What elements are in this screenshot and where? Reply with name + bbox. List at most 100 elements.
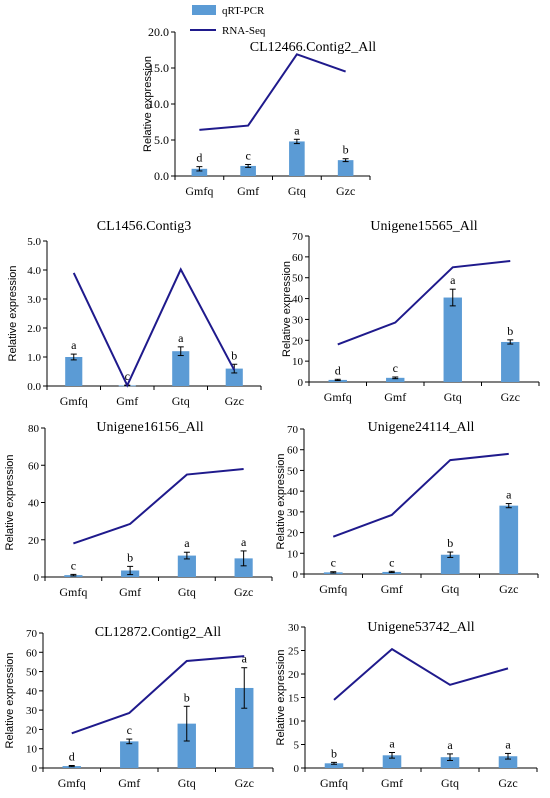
charts-container: CL12466.Contig2_All Relative expression 0.…: [4, 25, 540, 790]
category-label: Gmfq: [185, 184, 213, 198]
bar: [289, 141, 305, 176]
y-tick-label: 10: [26, 744, 38, 756]
y-tick-label: 40: [26, 686, 38, 698]
legend-bar-label: qRT-PCR: [222, 5, 265, 17]
chart-2: CL1456.Contig3 Relative expression 0.0 1.0 2…: [7, 219, 262, 408]
y-tick-label: 50: [26, 667, 38, 679]
category-label: Gmf: [118, 776, 140, 790]
y-tick-label: 25: [288, 646, 300, 658]
significance-letter: c: [125, 369, 130, 383]
y-axis-label: Relative expression: [275, 454, 287, 550]
significance-letter: b: [331, 746, 337, 760]
chart-title: CL1456.Contig3: [97, 219, 192, 234]
y-tick-label: 20: [292, 335, 304, 347]
significance-letter: b: [184, 690, 190, 704]
significance-letter: b: [127, 550, 133, 564]
y-tick-label: 40: [292, 294, 304, 306]
category-label: Gzc: [498, 776, 517, 790]
chart-title: CL12872.Contig2_All: [95, 625, 222, 640]
y-tick-label: 40: [28, 498, 40, 510]
significance-letter: a: [450, 273, 456, 287]
y-tick-label: 5: [294, 740, 300, 752]
y-tick-label: 30: [288, 622, 300, 634]
rna-seq-line: [73, 467, 244, 545]
category-label: Gmf: [381, 582, 403, 596]
y-tick-label: 60: [287, 445, 299, 457]
y-tick-label: 60: [26, 647, 38, 659]
category-label: Gzc: [499, 582, 518, 596]
chart-title: Unigene16156_All: [96, 420, 203, 435]
category-label: Gtq: [444, 390, 462, 404]
bar: [440, 757, 460, 768]
y-axis-label: Relative expression: [275, 650, 287, 746]
y-tick-label: 50: [292, 273, 304, 285]
bar: [234, 558, 253, 577]
bar: [324, 763, 344, 768]
chart-title: Unigene15565_All: [370, 219, 477, 234]
significance-letter: d: [335, 363, 341, 377]
significance-letter: a: [294, 123, 300, 137]
y-tick-label: 1.0: [27, 352, 41, 364]
bar: [65, 357, 83, 386]
bar: [443, 297, 462, 382]
chart-4: Unigene16156_All Relative expression 0 20 40…: [4, 420, 273, 599]
category-label: Gtq: [178, 776, 196, 790]
category-label: Gtq: [441, 776, 459, 790]
category-label: Gmf: [119, 585, 141, 599]
y-tick-label: 80: [28, 423, 40, 435]
y-tick-label: 15.0: [148, 61, 169, 75]
y-tick-label: 20.0: [148, 25, 169, 39]
significance-letter: b: [507, 324, 513, 338]
bar: [337, 160, 354, 176]
significance-letter: a: [71, 338, 77, 352]
significance-letter: d: [196, 151, 202, 165]
rna-seq-line: [199, 53, 346, 131]
y-tick-label: 70: [26, 628, 38, 640]
legend-line-label: RNA-Seq: [222, 25, 266, 37]
significance-letter: b: [343, 143, 349, 157]
bar: [498, 756, 518, 768]
category-label: Gzc: [225, 394, 244, 408]
bar: [172, 351, 190, 386]
y-tick-label: 10: [288, 716, 300, 728]
significance-letter: c: [389, 555, 394, 569]
significance-letter: c: [245, 148, 250, 162]
rna-seq-line: [332, 452, 509, 538]
significance-letter: c: [393, 361, 398, 375]
y-tick-label: 10: [287, 548, 299, 560]
y-tick-label: 0: [34, 572, 40, 584]
category-label: Gzc: [336, 184, 355, 198]
legend: qRT-PCR RNA-Seq: [190, 5, 266, 37]
category-label: Gmf: [384, 390, 406, 404]
category-label: Gmf: [237, 184, 259, 198]
category-label: Gmfq: [58, 776, 86, 790]
legend-bar-swatch: [192, 5, 216, 15]
y-tick-label: 3.0: [27, 294, 41, 306]
y-tick-label: 30: [287, 507, 299, 519]
y-tick-label: 70: [287, 424, 299, 436]
category-label: Gtq: [178, 585, 196, 599]
bar: [120, 741, 139, 768]
significance-letter: c: [127, 723, 132, 737]
category-label: Gzc: [234, 585, 253, 599]
y-tick-label: 50: [287, 465, 299, 477]
chart-5: Unigene24114_All Relative expression 0 10 20…: [275, 420, 539, 596]
chart-title: CL12466.Contig2_All: [250, 40, 377, 55]
y-tick-label: 10: [292, 356, 304, 368]
bar: [499, 505, 519, 574]
significance-letter: d: [69, 749, 75, 763]
significance-letter: c: [71, 558, 76, 572]
y-tick-label: 70: [292, 231, 304, 243]
y-tick-label: 20: [26, 724, 38, 736]
y-axis-label: Relative expression: [281, 261, 293, 357]
bar: [177, 555, 196, 577]
significance-letter: b: [447, 536, 453, 550]
category-label: Gmfq: [319, 582, 347, 596]
y-tick-label: 0.0: [27, 381, 41, 393]
y-tick-label: 0.0: [154, 169, 169, 183]
bar: [177, 723, 196, 768]
category-label: Gtq: [288, 184, 306, 198]
category-label: Gtq: [172, 394, 190, 408]
category-label: Gzc: [235, 776, 254, 790]
